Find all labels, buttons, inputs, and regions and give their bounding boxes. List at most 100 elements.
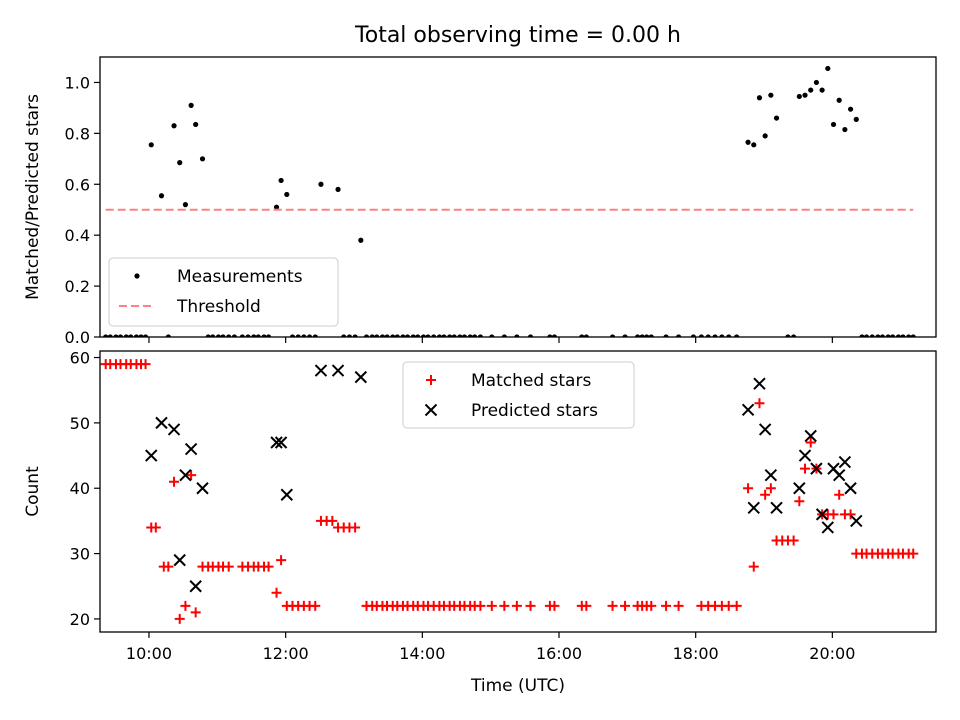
x-tick-label: 10:00 [126,644,172,663]
measurement-point [335,186,341,192]
measurement-point [177,160,183,166]
y-tick-label: 50 [70,414,90,433]
matched-star-point [310,600,321,611]
measurement-point [171,123,177,129]
matched-star-point [828,509,839,520]
matched-star-point [163,561,174,572]
y-tick-label: 0.4 [65,226,90,245]
predicted-star-point [821,521,835,534]
matched-star-point [661,600,672,611]
predicted-star-point [270,436,283,449]
predicted-star-point [770,501,783,515]
measurement-point [842,126,848,133]
y-tick-label: 30 [70,545,90,564]
measurement-point [825,65,831,72]
x-tick-label: 14:00 [399,644,445,663]
measurement-point [318,181,324,187]
x-tick-label: 16:00 [536,644,582,663]
matched-star-point [760,489,771,500]
predicted-star-point [274,436,288,449]
y-tick-label: 0.8 [65,124,90,143]
matched-star-point [800,463,811,474]
chart-title: Total observing time = 0.00 h [354,23,681,48]
predicted-star-point [804,429,817,443]
measurement-point [158,193,165,199]
measurement-point [756,95,763,101]
predicted-star-point [145,449,158,462]
matched-star-point [276,555,287,566]
legend-plus-swatch [426,375,436,385]
matched-star-point [581,600,592,611]
matched-star-point [486,600,497,611]
predicted-star-point [314,364,328,377]
matched-star-point [140,359,151,370]
predicted-star-point [793,482,806,495]
matched-star-point [525,600,536,611]
measurement-point [773,115,780,121]
matched-star-point [834,489,845,500]
matched-star-point [805,437,816,448]
matched-star-point [511,600,522,611]
matched-star-point [475,600,486,611]
measurement-point [796,93,802,100]
measurement-point [813,79,820,86]
matched-star-point [186,470,197,481]
measurement-point [182,202,189,208]
x-tick-label: 20:00 [809,644,855,663]
measurement-point [802,92,808,98]
predicted-star-point [747,501,760,515]
matched-star-point [754,398,765,409]
top-panel: 0.0 0.2 0.4 0.6 0.8 1.0 Matched/Predicted star… [23,56,937,347]
matched-star-point [150,522,161,533]
matched-star-point [180,600,191,611]
legend-box [402,361,635,429]
legend-label: Threshold [176,297,261,317]
legend-x-swatch [424,403,438,417]
matched-star-point [646,600,657,611]
legend-dot-swatch [134,273,140,279]
y-tick-label: 1.0 [65,73,90,92]
measurement-point [853,116,859,122]
x-axis-label: Time (UTC) [470,676,565,696]
matched-star-point [673,600,684,611]
predicted-star-point [155,416,168,430]
x-tick-label: 12:00 [263,644,309,663]
matched-star-point [263,561,274,572]
plot-frame [99,56,937,338]
predicted-star-point [764,468,778,482]
matched-star-point [607,600,618,611]
predicted-star-point [167,423,181,436]
predicted-star-point [838,455,852,469]
matched-star-point [327,515,338,526]
measurement-point [768,92,774,98]
measurement-point [273,204,280,210]
y-tick-label: 60 [70,349,90,368]
measurement-point [148,142,154,148]
matched-star-point [549,600,560,611]
predicted-star-point [810,462,823,475]
y-axis-label: Matched/Predicted stars [23,94,43,300]
measurement-point [193,121,199,128]
y-tick-label: 40 [70,479,90,498]
matched-star-point [223,561,234,572]
y-tick-label: 0.0 [65,328,90,347]
matched-star-point [788,535,799,546]
y-tick-label: 0.6 [65,175,90,194]
matched-star-point [350,522,361,533]
measurement-point [751,142,757,148]
predicted-star-point [280,488,293,501]
legend-label: Measurements [177,267,303,287]
plot-frame [99,350,937,633]
matched-star-point [271,587,282,598]
predicted-star-point [331,364,345,377]
matched-star-point [908,548,919,559]
measurement-point [188,102,194,108]
predicted-star-point [741,403,755,417]
legend-box [108,257,339,327]
y-tick-label: 0.2 [65,277,90,296]
measurement-point [199,156,206,162]
predicted-star-point [850,514,863,528]
matched-star-point [620,600,631,611]
predicted-star-point [798,449,812,462]
